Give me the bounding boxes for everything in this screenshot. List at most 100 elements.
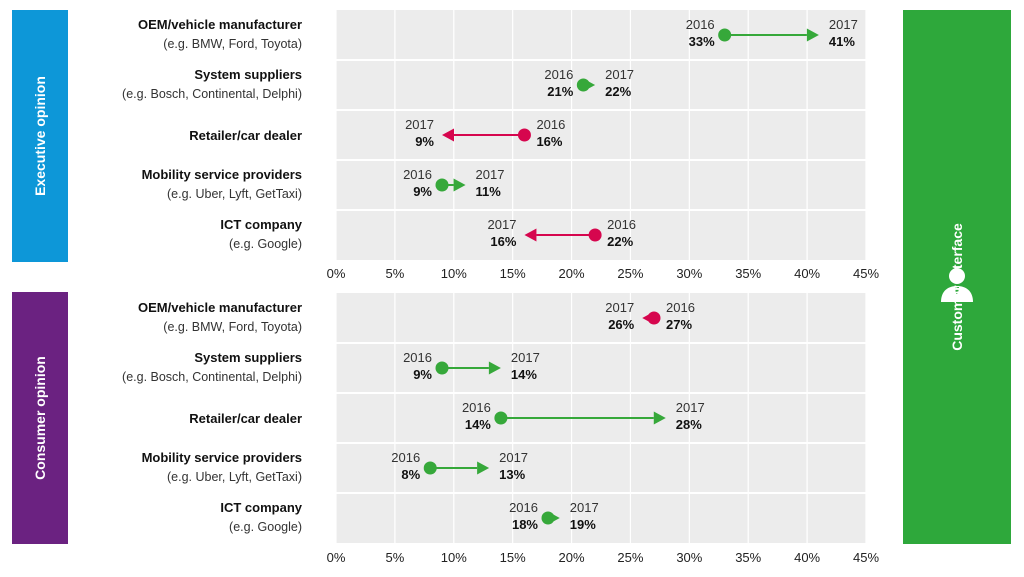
start-dot [647, 311, 661, 325]
tick-label: 20% [559, 266, 585, 281]
start-dot [423, 461, 437, 475]
end-year-label: 2017 [511, 350, 540, 365]
tick-label: 35% [735, 266, 761, 281]
end-value-label: 16% [490, 234, 516, 249]
start-dot [588, 228, 602, 242]
category-row: OEM/vehicle manufacturer (e.g. BMW, Ford,… [138, 300, 695, 334]
end-value-label: 19% [570, 517, 596, 532]
tick-label: 5% [385, 550, 404, 565]
category-examples: (e.g. Uber, Lyft, GetTaxi) [167, 470, 302, 484]
start-dot [517, 128, 531, 142]
start-value-label: 22% [607, 234, 633, 249]
category-row: Mobility service providers (e.g. Uber, Ly… [142, 167, 505, 201]
consumer-opinion-band: Consumer opinion [12, 292, 68, 544]
arrow-head [477, 461, 490, 475]
arrow-head [653, 411, 666, 425]
arrow-head [453, 178, 466, 192]
category-name: Retailer/car dealer [189, 128, 302, 143]
tick-label: 45% [853, 266, 879, 281]
category-name: Mobility service providers [142, 167, 302, 182]
consumer-panel: 0% 5% 10% 15% 20% 25% 30% 35% 40% 45% OEM/vehicle … [122, 293, 879, 565]
start-year-label: 2016 [462, 400, 491, 415]
start-year-label: 2016 [509, 500, 538, 515]
start-value-label: 14% [465, 417, 491, 432]
start-year-label: 2016 [686, 17, 715, 32]
customer-interface-band: Customer interface [903, 10, 1011, 544]
end-value-label: 9% [415, 134, 434, 149]
tick-label: 30% [676, 550, 702, 565]
start-dot [435, 361, 449, 375]
category-name: OEM/vehicle manufacturer [138, 300, 302, 315]
start-value-label: 8% [401, 467, 420, 482]
start-dot [494, 411, 508, 425]
start-year-label: 2016 [607, 217, 636, 232]
start-value-label: 18% [512, 517, 538, 532]
category-row: Retailer/car dealer 2016 14% 2017 28% [189, 400, 704, 432]
start-year-label: 2016 [403, 167, 432, 182]
end-value-label: 11% [476, 184, 502, 199]
category-name: System suppliers [194, 350, 302, 365]
end-year-label: 2017 [676, 400, 705, 415]
category-name: ICT company [220, 500, 302, 515]
arrow-head [524, 228, 537, 242]
end-value-label: 28% [676, 417, 702, 432]
executive-panel: 0% 5% 10% 15% 20% 25% 30% 35% 40% 45% OEM/vehicle … [122, 10, 879, 281]
tick-label: 25% [617, 266, 643, 281]
end-value-label: 26% [608, 317, 634, 332]
executive-opinion-band: Executive opinion [12, 10, 68, 262]
start-dot [541, 511, 555, 525]
tick-label: 20% [559, 550, 585, 565]
start-dot [435, 178, 449, 192]
tick-label: 40% [794, 550, 820, 565]
tick-label: 25% [617, 550, 643, 565]
category-row: Mobility service providers (e.g. Uber, Ly… [142, 450, 528, 484]
category-examples: (e.g. Google) [229, 520, 302, 534]
category-name: System suppliers [194, 67, 302, 82]
start-dot [718, 28, 732, 42]
start-value-label: 9% [413, 367, 432, 382]
end-year-label: 2017 [570, 500, 599, 515]
start-year-label: 2016 [391, 450, 420, 465]
category-examples: (e.g. BMW, Ford, Toyota) [163, 37, 302, 51]
category-name: OEM/vehicle manufacturer [138, 17, 302, 32]
arrow-head [488, 361, 501, 375]
category-name: Retailer/car dealer [189, 411, 302, 426]
arrow-head [442, 128, 454, 142]
start-dot [576, 78, 590, 92]
start-value-label: 21% [547, 84, 573, 99]
start-value-label: 9% [413, 184, 432, 199]
category-name: ICT company [220, 217, 302, 232]
category-examples: (e.g. Google) [229, 237, 302, 251]
category-examples: (e.g. Bosch, Continental, Delphi) [122, 370, 302, 384]
start-value-label: 33% [689, 34, 715, 49]
end-year-label: 2017 [605, 67, 634, 82]
tick-label: 30% [676, 266, 702, 281]
end-year-label: 2017 [405, 117, 434, 132]
end-value-label: 13% [499, 467, 525, 482]
tick-label: 0% [327, 550, 346, 565]
category-row: ICT company (e.g. Google) 2016 18% 2017 19% [220, 500, 598, 534]
end-year-label: 2017 [499, 450, 528, 465]
end-year-label: 2017 [488, 217, 517, 232]
tick-label: 0% [327, 266, 346, 281]
category-examples: (e.g. Uber, Lyft, GetTaxi) [167, 187, 302, 201]
tick-label: 15% [500, 266, 526, 281]
start-year-label: 2016 [544, 67, 573, 82]
start-year-label: 2016 [403, 350, 432, 365]
tick-label: 10% [441, 266, 467, 281]
category-row: System suppliers (e.g. Bosch, Continental… [122, 67, 634, 101]
person-icon [941, 268, 973, 302]
category-row: OEM/vehicle manufacturer (e.g. BMW, Ford,… [138, 17, 858, 51]
start-year-label: 2016 [536, 117, 565, 132]
tick-label: 10% [441, 550, 467, 565]
end-year-label: 2017 [605, 300, 634, 315]
plot-background [336, 10, 866, 260]
arrow-head [806, 28, 819, 42]
start-value-label: 16% [536, 134, 562, 149]
start-value-label: 27% [666, 317, 692, 332]
category-name: Mobility service providers [142, 450, 302, 465]
category-examples: (e.g. Bosch, Continental, Delphi) [122, 87, 302, 101]
end-value-label: 22% [605, 84, 631, 99]
category-row: System suppliers (e.g. Bosch, Continental… [122, 350, 540, 384]
end-year-label: 2017 [476, 167, 505, 182]
